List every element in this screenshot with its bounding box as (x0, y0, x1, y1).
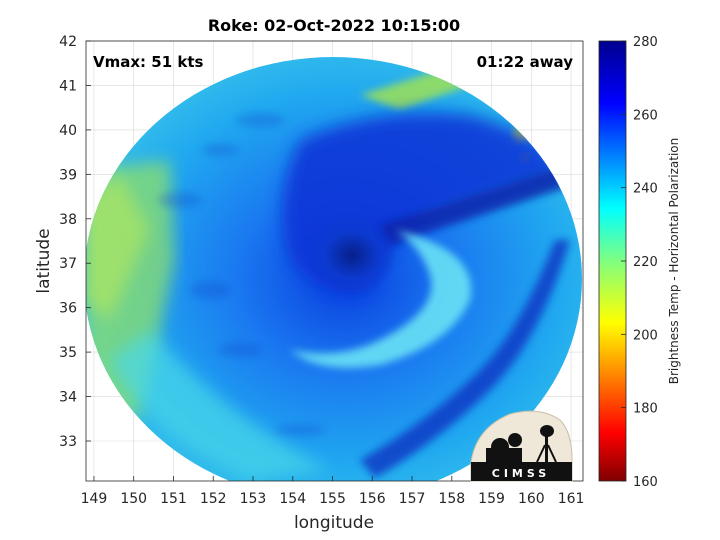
x-tick-label: 159 (478, 491, 505, 507)
x-axis-label: longitude (294, 513, 374, 533)
colorbar-ticks: 160 180 200 220 240 260 280 (621, 35, 658, 490)
x-tick-label: 151 (160, 491, 187, 507)
colorbar: 160 180 200 220 240 260 280 Brightness Temp - … (598, 35, 681, 490)
cimss-logo: CIMSS (470, 410, 573, 482)
colorbar-tick-label: 160 (633, 475, 658, 490)
x-tick-label: 153 (240, 491, 267, 507)
x-tick-label: 158 (438, 491, 465, 507)
x-tick-label: 161 (558, 491, 585, 507)
y-axis-label: latitude (34, 228, 54, 293)
colorbar-tick-label: 220 (633, 255, 658, 270)
colorbar-tick-label: 240 (633, 182, 658, 197)
colorbar-tick-label: 180 (633, 402, 658, 417)
y-tick-label: 39 (59, 167, 77, 183)
y-axis-ticks: 33 34 35 36 37 38 39 40 41 42 (59, 34, 91, 450)
x-axis-ticks: 149 150 151 152 153 154 155 156 157 158 159 160 161 (81, 476, 585, 507)
x-tick-label: 150 (120, 491, 147, 507)
axes-frame (85, 40, 584, 482)
time-away-annotation: 01:22 away (477, 53, 574, 71)
microwave-swath (86, 57, 582, 481)
chart-title: Roke: 02-Oct-2022 10:15:00 (208, 16, 460, 35)
y-tick-label: 35 (59, 345, 77, 361)
y-tick-label: 33 (59, 434, 77, 450)
y-tick-label: 42 (59, 34, 77, 50)
cimss-logo-text: CIMSS (492, 467, 550, 480)
colorbar-tick-label: 200 (633, 328, 658, 343)
x-tick-label: 155 (319, 491, 346, 507)
y-tick-label: 36 (59, 301, 77, 317)
colorbar-tick-label: 260 (633, 108, 658, 123)
colorbar-label: Brightness Temp - Horizontal Polarizatio… (667, 138, 681, 385)
x-tick-label: 149 (81, 491, 108, 507)
x-tick-label: 154 (279, 491, 306, 507)
colorbar-tick-label: 280 (633, 35, 658, 50)
vmax-annotation: Vmax: 51 kts (93, 53, 203, 71)
x-tick-label: 157 (399, 491, 426, 507)
y-tick-label: 41 (59, 78, 77, 94)
x-tick-label: 156 (359, 491, 386, 507)
x-tick-label: 152 (200, 491, 227, 507)
y-tick-label: 34 (59, 390, 77, 406)
y-tick-label: 38 (59, 212, 77, 228)
y-tick-label: 40 (59, 123, 77, 139)
x-tick-label: 160 (518, 491, 545, 507)
y-tick-label: 37 (59, 256, 77, 272)
